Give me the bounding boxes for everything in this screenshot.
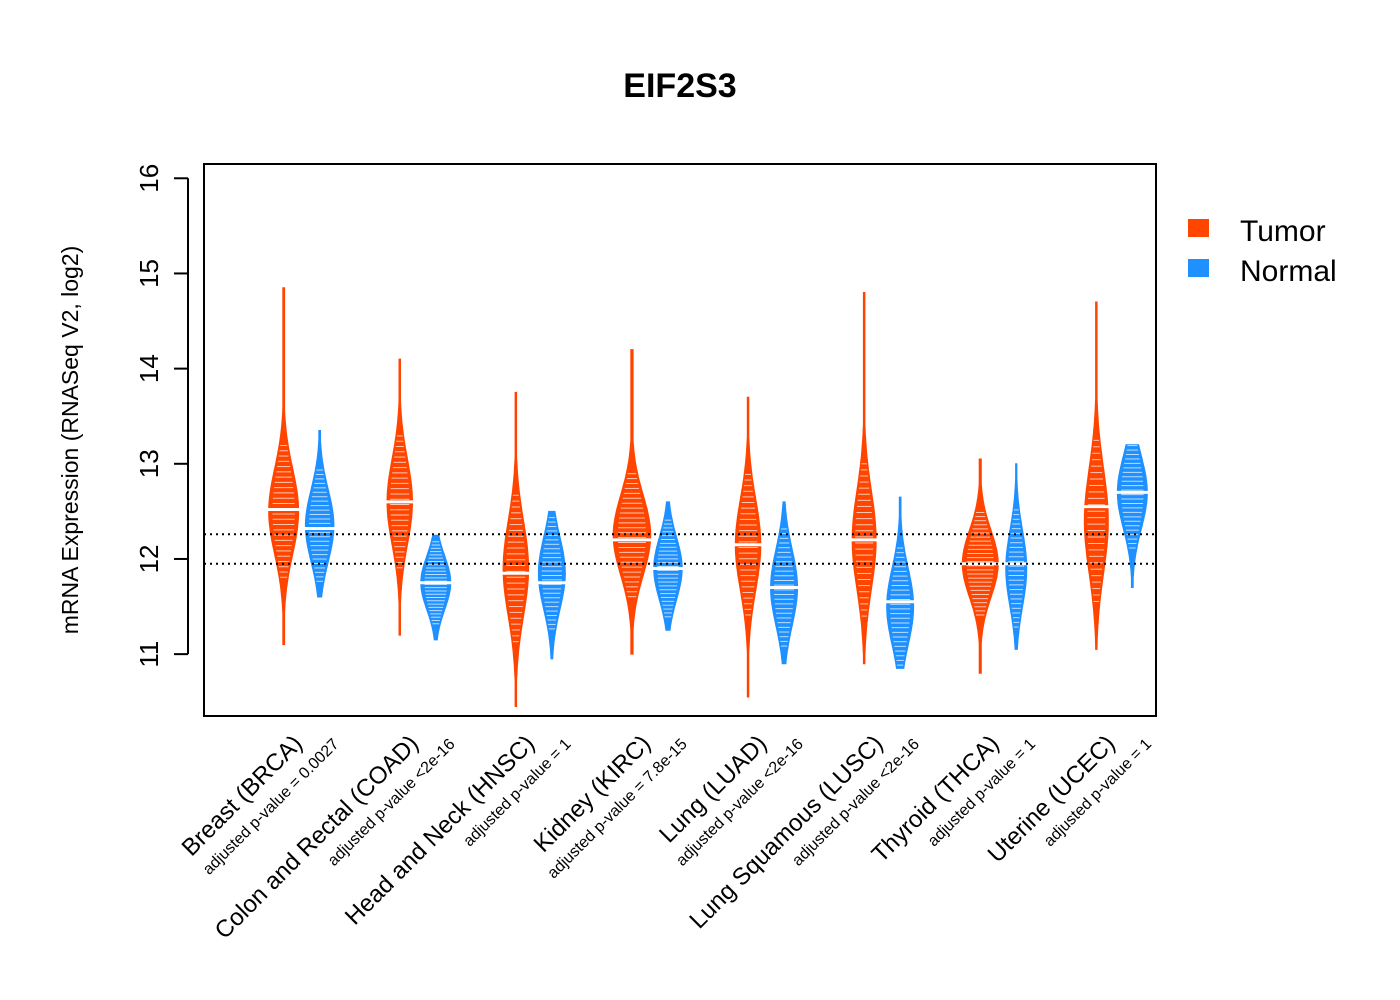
normal-violin-3: [651, 501, 685, 631]
y-tick-label: 16: [134, 164, 164, 193]
legend: Tumor Normal: [1188, 215, 1337, 288]
y-tick-label: 15: [134, 259, 164, 288]
tumor-violin-5: [850, 292, 879, 665]
y-tick-label: 11: [134, 641, 164, 668]
normal-violin-0: [303, 430, 336, 598]
legend-label: Tumor: [1240, 215, 1326, 248]
tumor-violin-6: [960, 458, 1001, 674]
normal-violin-5: [884, 496, 916, 669]
legend-label: Normal: [1240, 255, 1337, 288]
tumor-violin-0: [266, 287, 301, 646]
violin-layer: [266, 287, 1150, 707]
normal-violin-6: [1003, 463, 1029, 650]
legend-swatch: [1188, 259, 1209, 277]
normal-violin-1: [418, 534, 453, 641]
y-tick-label: 13: [134, 449, 164, 478]
reference-lines: [204, 533, 1156, 565]
plot-frame: [203, 163, 1157, 717]
tumor-violin-2: [501, 391, 531, 707]
y-axis-label: mRNA Expression (RNASeq V2, log2): [57, 246, 83, 635]
chart-title: EIF2S3: [623, 67, 736, 105]
y-tick-label: 14: [134, 354, 164, 383]
tumor-violin-7: [1082, 301, 1110, 650]
y-tick-label: 12: [134, 545, 164, 574]
y-axis: 11 12 13 14 15 16: [134, 164, 189, 668]
tumor-violin-1: [385, 358, 415, 636]
normal-violin-4: [768, 501, 800, 665]
legend-swatch: [1188, 219, 1209, 237]
normal-violin-7: [1115, 444, 1150, 588]
tumor-violin-4: [733, 396, 763, 698]
x-axis-labels: Breast (BRCA)adjusted p-value = 0.0027Co…: [177, 730, 1156, 944]
normal-violin-2: [536, 510, 567, 660]
tumor-violin-3: [611, 349, 653, 655]
